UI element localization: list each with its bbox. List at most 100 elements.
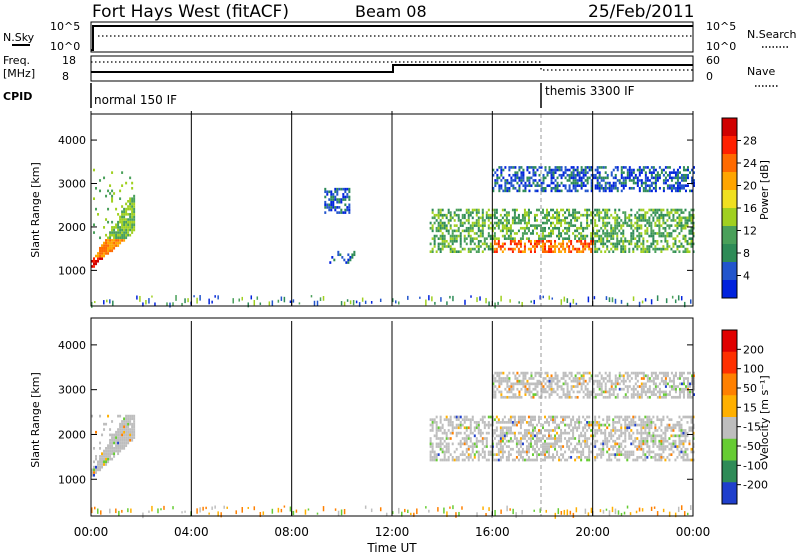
data-cell <box>662 390 665 394</box>
data-cell <box>513 219 516 222</box>
data-cell <box>529 242 532 246</box>
data-cell <box>672 423 675 427</box>
data-cell <box>499 429 502 432</box>
data-cell <box>622 181 625 185</box>
data-cell <box>97 508 99 514</box>
data-cell <box>660 458 663 462</box>
data-cell <box>538 374 541 378</box>
data-cell <box>572 379 575 383</box>
data-cell <box>684 173 687 177</box>
data-cell <box>676 445 679 448</box>
data-cell <box>686 390 689 394</box>
data-cell <box>514 393 517 396</box>
data-cell <box>546 442 549 446</box>
data-cell <box>605 296 608 300</box>
data-cell <box>588 168 591 172</box>
data-cell <box>550 377 553 380</box>
data-cell <box>465 439 468 443</box>
data-cell <box>616 393 619 396</box>
data-cell <box>678 439 681 443</box>
data-cell <box>642 447 645 451</box>
data-cell <box>503 247 506 251</box>
data-cell <box>652 431 655 435</box>
data-cell <box>253 299 256 306</box>
data-cell <box>590 393 593 396</box>
data-cell <box>522 179 525 182</box>
data-cell <box>330 198 333 201</box>
data-cell <box>133 197 136 201</box>
data-cell <box>105 422 108 426</box>
data-cell <box>488 507 490 511</box>
data-cell <box>533 429 536 432</box>
data-cell <box>666 423 669 427</box>
data-cell <box>682 450 685 454</box>
data-cell <box>608 181 611 185</box>
data-cell <box>652 239 655 243</box>
data-cell <box>616 213 619 217</box>
data-cell <box>550 168 553 172</box>
data-cell <box>504 189 507 193</box>
data-cell <box>504 387 507 391</box>
data-cell <box>614 245 617 248</box>
data-cell <box>495 445 498 448</box>
data-cell <box>492 395 495 399</box>
data-cell <box>560 415 563 419</box>
data-cell <box>676 176 679 180</box>
data-cell <box>127 205 130 208</box>
data-cell <box>586 395 589 399</box>
data-cell <box>590 247 593 251</box>
data-cell <box>598 216 601 220</box>
data-cell <box>123 441 126 445</box>
data-cell <box>564 186 567 190</box>
data-cell <box>656 390 659 394</box>
data-cell <box>514 171 517 174</box>
data-cell <box>479 224 482 227</box>
data-cell <box>674 219 677 222</box>
data-cell <box>556 453 559 456</box>
data-cell <box>692 423 695 427</box>
data-cell <box>660 421 663 424</box>
data-cell <box>471 229 474 233</box>
data-cell <box>512 186 515 190</box>
data-cell <box>668 453 671 456</box>
data-cell <box>648 171 651 174</box>
data-cell <box>654 232 657 235</box>
data-cell <box>684 176 687 180</box>
data-cell <box>457 458 460 462</box>
data-cell <box>556 208 559 212</box>
data-cell <box>505 455 508 459</box>
data-cell <box>564 237 567 240</box>
data-cell <box>479 229 482 233</box>
data-cell <box>688 385 691 388</box>
data-cell <box>550 181 553 185</box>
data-cell <box>564 393 567 396</box>
data-cell <box>471 442 474 446</box>
data-cell <box>493 250 496 254</box>
data-cell <box>455 237 458 240</box>
data-cell <box>501 426 504 430</box>
data-cell <box>467 455 470 459</box>
data-cell <box>626 385 629 388</box>
data-cell <box>131 228 134 232</box>
data-cell <box>590 250 593 254</box>
data-cell <box>324 203 327 207</box>
data-cell <box>562 371 565 375</box>
data-cell <box>636 176 639 180</box>
data-cell <box>636 179 639 182</box>
data-cell <box>157 508 159 514</box>
data-cell <box>644 455 647 459</box>
data-cell <box>658 393 661 396</box>
data-cell <box>554 390 557 394</box>
data-cell <box>487 245 490 248</box>
data-cell <box>502 377 505 380</box>
data-cell <box>495 442 498 446</box>
data-cell <box>642 189 645 193</box>
data-cell <box>516 176 519 180</box>
data-cell <box>475 250 478 254</box>
data-cell <box>628 453 631 456</box>
data-cell <box>654 247 657 251</box>
data-cell <box>515 450 518 454</box>
data-cell <box>512 179 515 182</box>
data-cell <box>662 179 665 182</box>
data-cell <box>632 234 635 238</box>
